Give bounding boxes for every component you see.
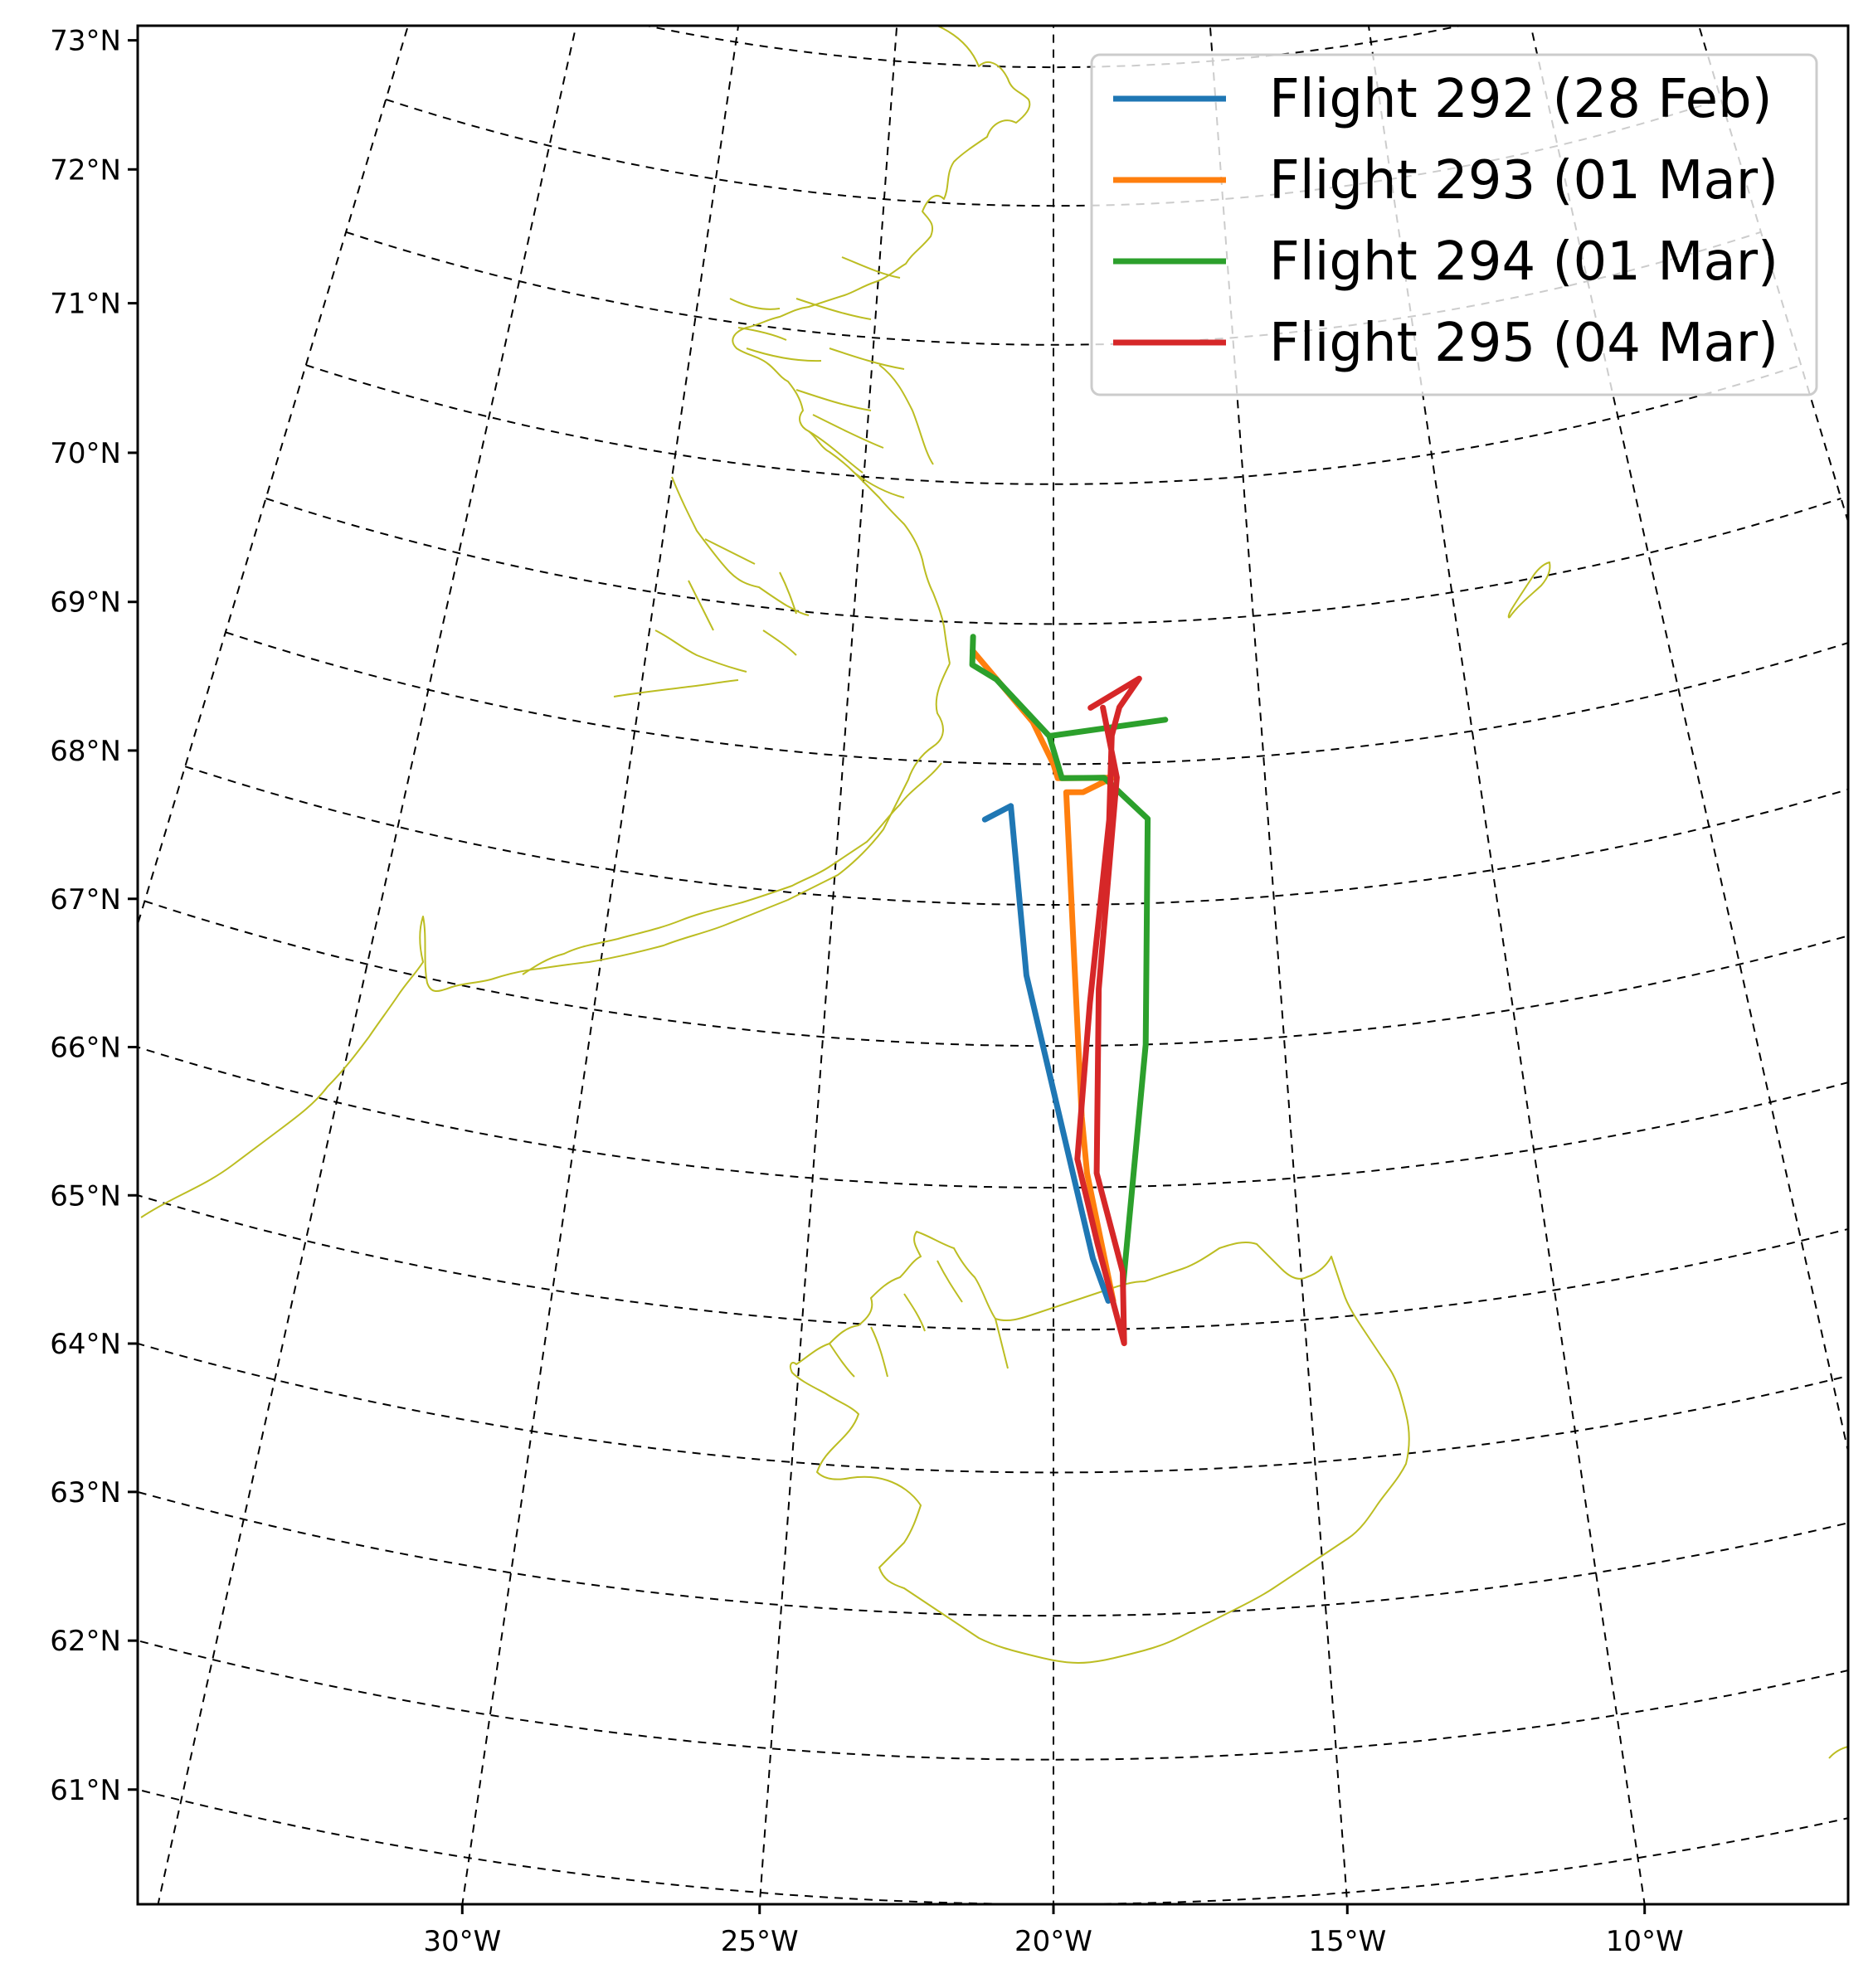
- lon-gridline: [1530, 26, 1848, 1456]
- legend-box: [1090, 53, 1818, 396]
- legend-label-2: Flight 294 (01 Mar): [1269, 231, 1778, 293]
- lat-gridline: [138, 1342, 1848, 1474]
- iceland-coastline: [789, 1231, 1410, 1664]
- iceland-northwest-fjords: [829, 1260, 1009, 1378]
- lat-tick-label: 63°N: [50, 1476, 121, 1509]
- lat-tick-label: 61°N: [50, 1774, 121, 1807]
- legend-label-1: Flight 293 (01 Mar): [1269, 150, 1778, 211]
- legend-label-3: Flight 295 (04 Mar): [1269, 313, 1778, 374]
- flight-track-2: [969, 634, 1169, 1290]
- lat-gridline: [138, 1490, 1848, 1617]
- lat-tick-label: 62°N: [50, 1625, 121, 1658]
- jan-mayen-coastline: [1507, 561, 1551, 619]
- lon-tick-label: 25°W: [721, 1925, 799, 1958]
- lon-gridline: [157, 26, 577, 1904]
- plot-frame: [136, 24, 1850, 1906]
- lon-gridline: [1367, 26, 1646, 1904]
- flight-track-0: [981, 803, 1112, 1304]
- legend-label-0: Flight 292 (28 Feb): [1269, 69, 1773, 130]
- lat-gridline: [138, 1640, 1848, 1761]
- greenland-coast-south-jagged: [522, 762, 942, 975]
- lon-tick-label: 15°W: [1308, 1925, 1386, 1958]
- lat-gridline: [138, 1788, 1848, 1904]
- lat-tick-label: 69°N: [50, 586, 121, 620]
- lat-gridline: [184, 766, 1848, 907]
- lon-gridline: [461, 26, 740, 1904]
- lat-tick-label: 66°N: [50, 1031, 121, 1064]
- legend: Flight 292 (28 Feb) Flight 293 (01 Mar) …: [1090, 53, 1818, 396]
- lon-tick-label: 30°W: [423, 1925, 501, 1958]
- greenland-fjords-north: [729, 256, 934, 498]
- lon-tick-label: 20°W: [1014, 1925, 1092, 1958]
- southeast-corner-coastline: [1828, 1746, 1848, 1759]
- lat-gridline: [138, 1046, 1848, 1189]
- lat-gridline: [265, 498, 1841, 625]
- lat-tick-label: 73°N: [50, 25, 121, 58]
- lat-tick-label: 70°N: [50, 437, 121, 470]
- greenland-coastline: [732, 26, 1031, 664]
- lon-tick-label: 10°W: [1606, 1925, 1684, 1958]
- lat-tick-label: 72°N: [50, 153, 121, 187]
- lat-tick-label: 71°N: [50, 288, 121, 321]
- greenland-coast-south: [140, 663, 951, 1218]
- axis-ticks: 61°N 62°N 63°N 64°N 65°N 66°N 67°N 68°N 69°N 70°N…: [50, 25, 1683, 1958]
- lat-tick-label: 68°N: [50, 735, 121, 768]
- lon-gridline: [1209, 26, 1349, 1904]
- lat-tick-label: 67°N: [50, 883, 121, 916]
- flight-track-3: [1074, 675, 1142, 1347]
- lat-tick-label: 64°N: [50, 1328, 121, 1361]
- greenland-scoresby-sund: [613, 476, 810, 698]
- flight-tracks: [969, 634, 1169, 1347]
- lat-gridline: [144, 900, 1848, 1047]
- coastlines: [140, 26, 1848, 1759]
- lat-gridline: [138, 1194, 1848, 1331]
- lon-gridline: [758, 26, 898, 1904]
- lat-tick-label: 65°N: [50, 1179, 121, 1213]
